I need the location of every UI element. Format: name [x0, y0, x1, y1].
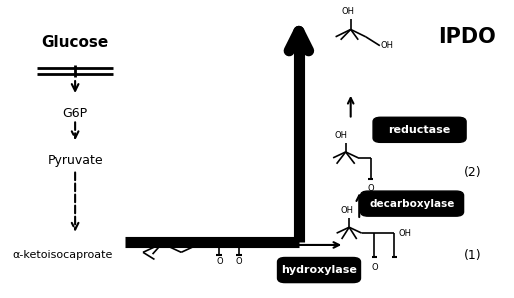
- Text: decarboxylase: decarboxylase: [370, 198, 455, 209]
- Text: Pyruvate: Pyruvate: [47, 154, 103, 167]
- Text: (1): (1): [464, 249, 481, 262]
- Text: Glucose: Glucose: [42, 35, 109, 50]
- Text: OH: OH: [398, 229, 412, 238]
- Text: OH: OH: [381, 41, 394, 50]
- Text: OH: OH: [340, 207, 353, 215]
- Text: OH: OH: [260, 239, 273, 248]
- Text: O: O: [235, 257, 242, 266]
- Text: reductase: reductase: [389, 125, 451, 135]
- Text: IPDO: IPDO: [438, 27, 496, 47]
- Text: O: O: [371, 263, 378, 272]
- Text: O: O: [216, 257, 223, 266]
- Text: OH: OH: [334, 131, 347, 140]
- FancyBboxPatch shape: [373, 117, 466, 142]
- Text: O: O: [368, 184, 374, 193]
- FancyBboxPatch shape: [360, 191, 464, 216]
- Text: hydroxylase: hydroxylase: [281, 265, 357, 275]
- Text: α-ketoisocaproate: α-ketoisocaproate: [12, 250, 113, 260]
- Text: G6P: G6P: [63, 107, 88, 120]
- Text: (2): (2): [464, 166, 481, 179]
- Text: OH: OH: [342, 7, 355, 16]
- FancyBboxPatch shape: [278, 257, 360, 283]
